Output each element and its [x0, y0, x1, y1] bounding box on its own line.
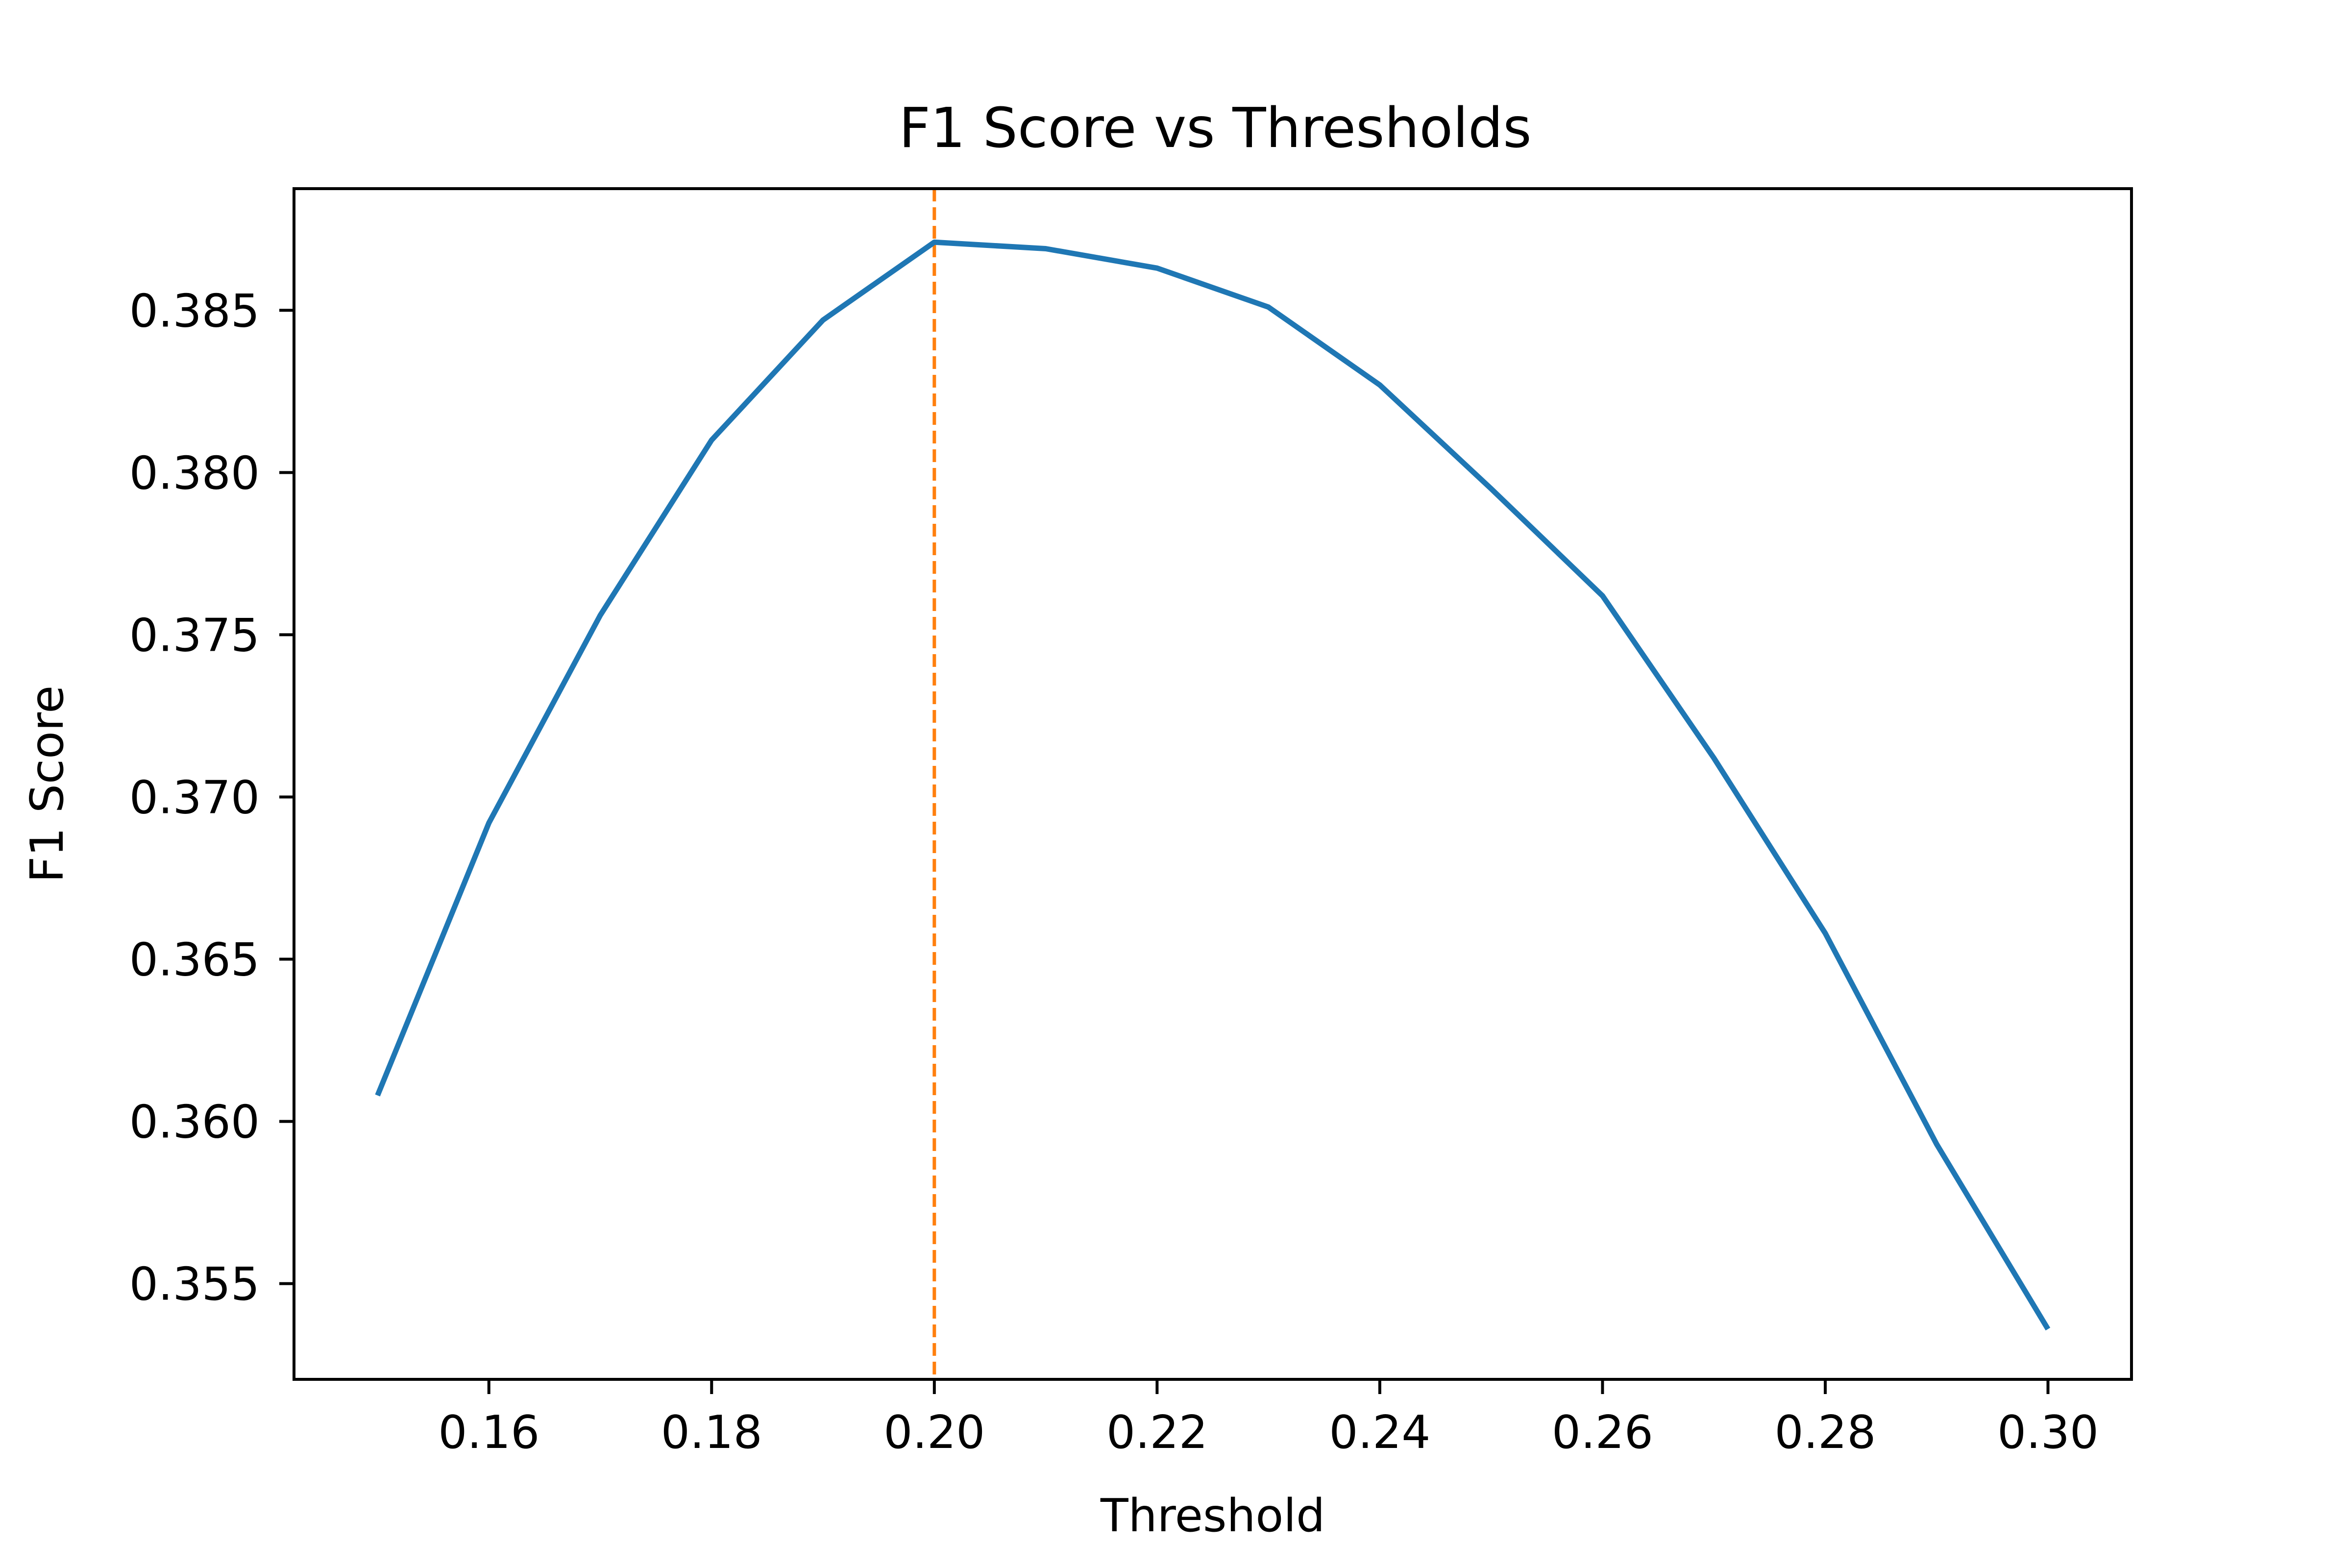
y-tick-label: 0.380	[129, 446, 260, 499]
chart-title: F1 Score vs Thresholds	[899, 97, 1531, 160]
x-tick-label: 0.24	[1329, 1406, 1430, 1459]
x-tick-label: 0.28	[1774, 1406, 1876, 1459]
axes-frame	[293, 187, 2133, 1381]
x-tick-label: 0.30	[1997, 1406, 2099, 1459]
plot-area	[375, 189, 2051, 1379]
x-tick-label: 0.18	[661, 1406, 762, 1459]
x-tick-label: 0.26	[1552, 1406, 1653, 1459]
y-tick-label: 0.365	[129, 933, 260, 986]
x-axis-label: Threshold	[1100, 1489, 1325, 1542]
x-tick-label: 0.20	[883, 1406, 985, 1459]
y-tick-label: 0.355	[129, 1258, 260, 1311]
x-tick-label: 0.16	[438, 1406, 539, 1459]
axis-ticks: 0.16 0.18 0.20 0.22 0.24 0.26 0.28 0.30 0.355 0.3…	[129, 284, 2099, 1459]
y-tick-label: 0.375	[129, 609, 260, 662]
y-axis-label: F1 Score	[21, 686, 74, 883]
y-tick-label: 0.360	[129, 1096, 260, 1149]
y-tick-label: 0.385	[129, 284, 260, 337]
y-tick-label: 0.370	[129, 771, 260, 824]
f1-score-line	[375, 239, 2051, 1331]
x-tick-label: 0.22	[1106, 1406, 1208, 1459]
